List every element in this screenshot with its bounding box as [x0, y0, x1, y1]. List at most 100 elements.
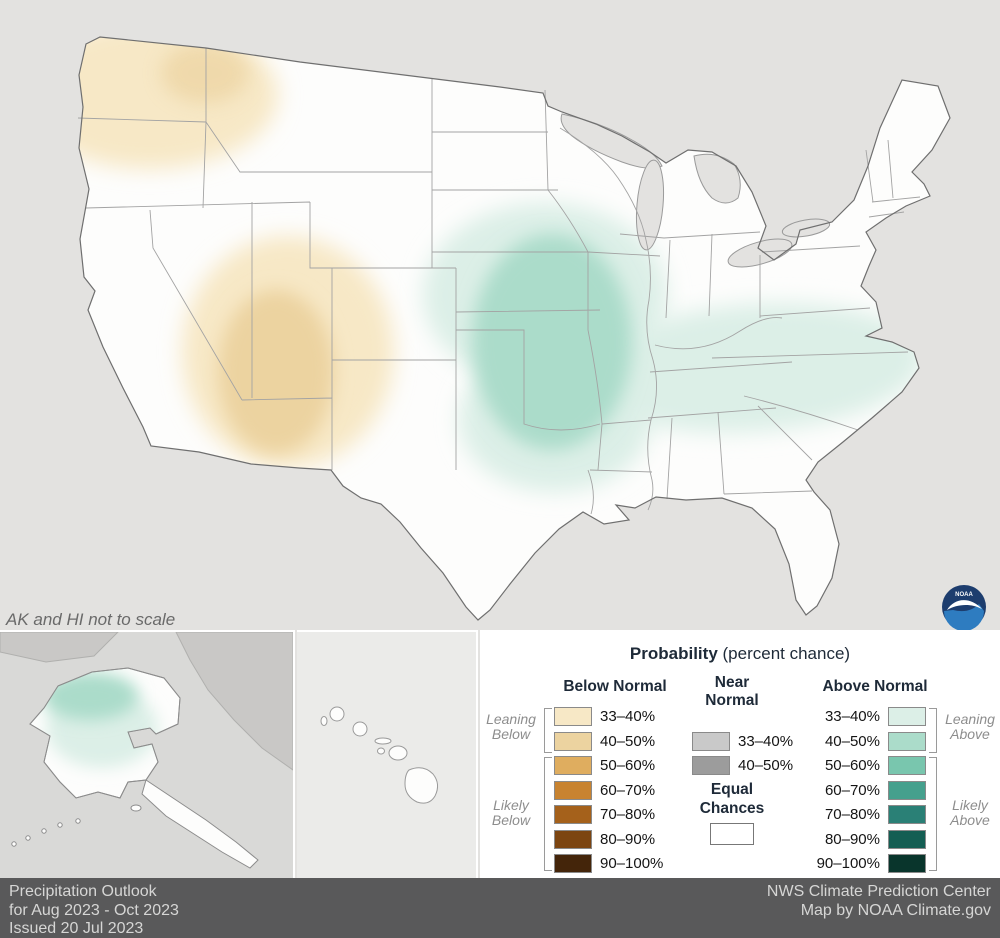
legend-row: 60–70%: [554, 780, 655, 800]
footer-product: Precipitation Outlook: [9, 883, 157, 900]
range-label: 60–70%: [600, 781, 656, 799]
color-swatch: [888, 829, 926, 849]
footer-credit: Map by NOAA Climate.gov: [800, 901, 991, 919]
alaska-panhandle: [141, 779, 259, 869]
conus-map-svg: [77, 36, 951, 621]
color-swatch: [554, 706, 592, 726]
likely-above-bracket: [929, 757, 937, 871]
island-maui: [388, 745, 408, 761]
shading-ak-above-40-50: [42, 672, 138, 720]
lake-erie: [727, 238, 793, 268]
lake-huron: [693, 153, 741, 204]
island-niihau: [320, 716, 328, 726]
legend-row: 33–40%: [798, 706, 926, 726]
range-label: 90–100%: [816, 854, 880, 872]
noaa-logo: NOAA: [942, 585, 986, 630]
legend-row: 80–90%: [554, 829, 655, 849]
near-normal-header: Near Normal: [705, 674, 759, 709]
footer-org: NWS Climate Prediction Center: [766, 883, 991, 900]
legend-row: 33–40%: [692, 731, 793, 751]
range-label: 50–60%: [824, 756, 880, 774]
color-swatch: [554, 731, 592, 751]
color-swatch: [888, 853, 926, 873]
legend-row: 40–50%: [798, 731, 926, 751]
color-swatch: [554, 780, 592, 800]
legend-row: 50–60%: [798, 755, 926, 775]
range-label: 33–40%: [738, 732, 794, 750]
russia-landmass: [0, 631, 120, 663]
range-label: 80–90%: [824, 830, 880, 848]
range-label: 40–50%: [824, 732, 880, 750]
island-hawaii: [404, 767, 439, 804]
shading-missouri-above-40-50: [472, 234, 632, 450]
hawaii-inset: [297, 630, 478, 878]
legend-row: 70–80%: [554, 804, 655, 824]
noaa-gull-icon: [947, 600, 982, 610]
legend-row: 80–90%: [798, 829, 926, 849]
legend-row: 90–100%: [798, 853, 926, 873]
color-swatch: [692, 755, 730, 775]
legend-row: 70–80%: [798, 804, 926, 824]
island-molokai: [374, 737, 392, 745]
color-swatch: [888, 755, 926, 775]
alaska-shading: [42, 672, 158, 768]
range-label: 80–90%: [600, 830, 656, 848]
shading-fourcorners-below-40-50: [218, 290, 334, 454]
legend-title: Probability (percent chance): [480, 644, 1000, 664]
equal-chances-label: Equal Chances: [699, 781, 765, 817]
noaa-logo-wave: [944, 604, 984, 630]
color-swatch: [692, 731, 730, 751]
equal-chances-swatch: [710, 823, 754, 845]
range-label: 40–50%: [600, 732, 656, 750]
legend-row: 90–100%: [554, 853, 663, 873]
color-swatch: [554, 853, 592, 873]
footer-bar: Precipitation Outlook for Aug 2023 - Oct…: [0, 878, 1000, 938]
hawaii-map-svg: [297, 632, 476, 876]
state-borders: [77, 48, 921, 515]
color-swatch: [888, 706, 926, 726]
alaska-map-svg: [0, 631, 294, 876]
leaning-below-bracket: [544, 708, 552, 753]
hawaii-background: [297, 632, 476, 876]
color-swatch: [888, 780, 926, 800]
leaning-above-label: Leaning Above: [945, 711, 995, 742]
likely-below-label: Likely Below: [491, 797, 531, 828]
above-normal-header: Above Normal: [822, 678, 928, 695]
color-swatch: [888, 731, 926, 751]
range-label: 40–50%: [738, 756, 794, 774]
range-label: 33–40%: [600, 707, 656, 725]
footer-right: NWS Climate Prediction Center Map by NOA…: [767, 883, 991, 933]
range-label: 70–80%: [824, 805, 880, 823]
probability-legend: Probability (percent chance) Below Norma…: [480, 630, 1000, 878]
footer-period: for Aug 2023 - Oct 2023: [9, 901, 179, 919]
island-oahu: [352, 721, 368, 737]
alaska-inset: [0, 630, 295, 878]
legend-row: 60–70%: [798, 780, 926, 800]
range-label: 60–70%: [824, 781, 880, 799]
likely-below-bracket: [544, 757, 552, 871]
island-kauai: [329, 706, 345, 722]
shading-pnw-below-40-50: [161, 43, 249, 103]
range-label: 33–40%: [824, 707, 880, 725]
scale-note: AK and HI not to scale: [6, 610, 176, 629]
noaa-logo-text: NOAA: [955, 592, 973, 598]
legend-title-tail: (percent chance): [717, 644, 851, 663]
conus-map: AK and HI not to scale NOAA: [6, 36, 986, 630]
legend-title-bold: Probability: [629, 644, 718, 663]
legend-row: 33–40%: [554, 706, 655, 726]
leaning-above-bracket: [929, 708, 937, 753]
footer-left: Precipitation Outlook for Aug 2023 - Oct…: [9, 883, 179, 937]
island-lanai: [377, 747, 385, 755]
color-swatch: [888, 804, 926, 824]
legend-row: 50–60%: [554, 755, 655, 775]
color-swatch: [554, 804, 592, 824]
probability-shading: [79, 37, 923, 492]
range-label: 90–100%: [600, 854, 664, 872]
legend-row: 40–50%: [554, 731, 655, 751]
color-swatch: [554, 755, 592, 775]
color-swatch: [554, 829, 592, 849]
range-label: 70–80%: [600, 805, 656, 823]
range-label: 50–60%: [600, 756, 656, 774]
legend-row: 40–50%: [692, 755, 793, 775]
